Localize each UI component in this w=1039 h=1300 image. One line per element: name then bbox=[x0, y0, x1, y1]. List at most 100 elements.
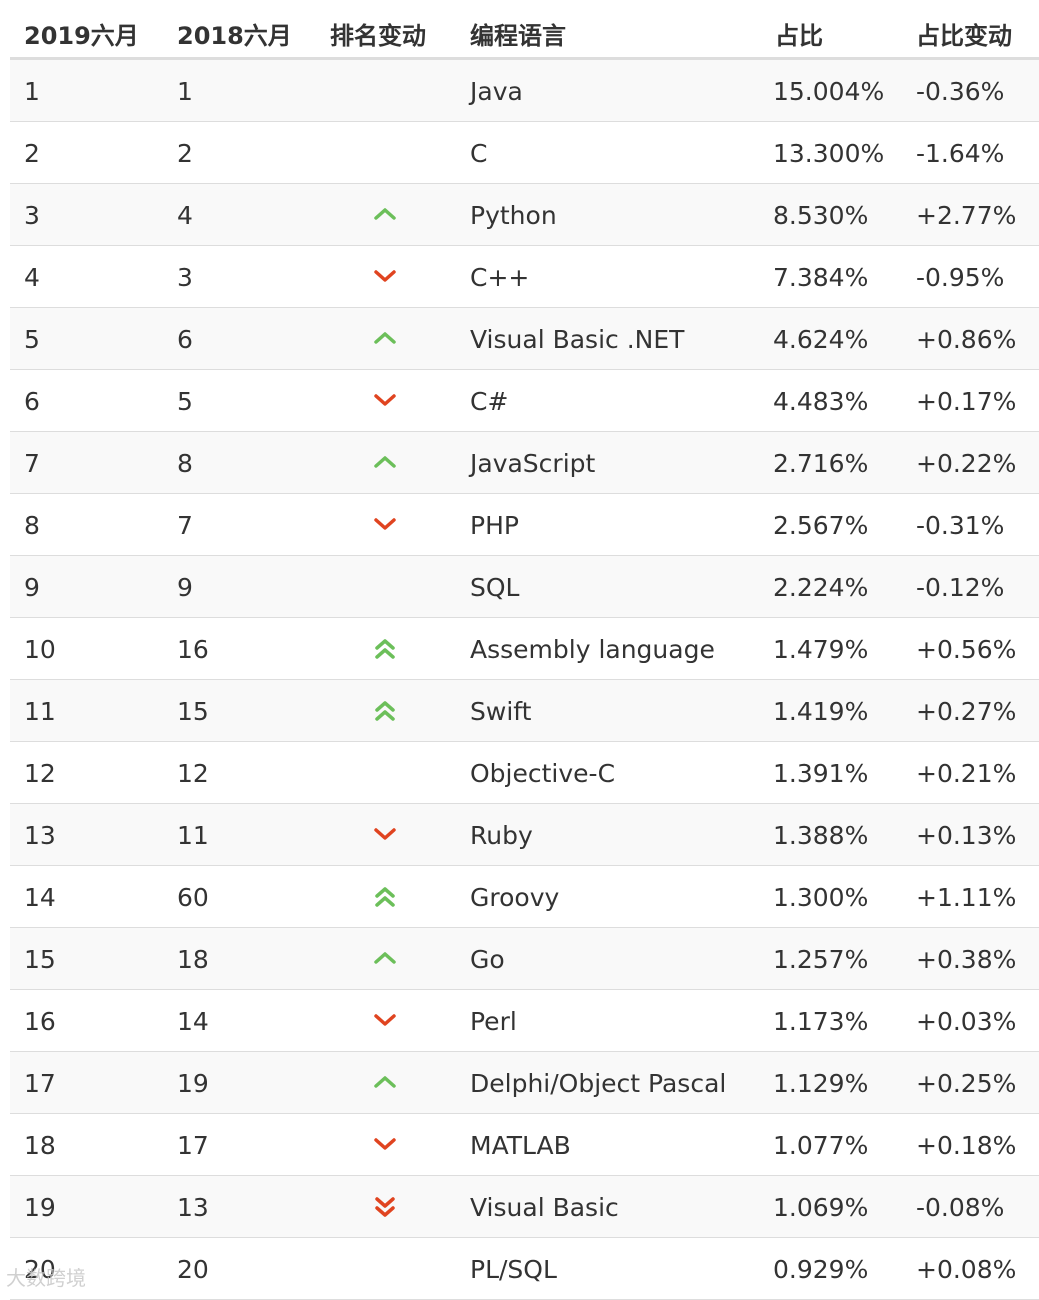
share-change-cell: +0.22% bbox=[916, 449, 1017, 478]
watermark-text: 大数跨境 bbox=[6, 1266, 86, 1290]
rank-2018-cell: 18 bbox=[177, 945, 209, 974]
rank-2018-cell: 4 bbox=[177, 201, 193, 230]
rank-2018-cell: 3 bbox=[177, 263, 193, 292]
table-body: 1 1 Java 15.004% -0.36% 2 2 C 13.300% -1.64% 3 4 Pyt… bbox=[10, 60, 1039, 1300]
chevron-down-icon bbox=[368, 824, 402, 848]
share-change-cell: +0.03% bbox=[916, 1007, 1017, 1036]
table-row: 5 6 Visual Basic .NET 4.624% +0.86% bbox=[10, 308, 1039, 370]
rank-2019-cell: 12 bbox=[24, 759, 56, 788]
double-chevron-up-icon bbox=[368, 700, 402, 724]
table-row: 13 11 Ruby 1.388% +0.13% bbox=[10, 804, 1039, 866]
double-chevron-down-icon bbox=[368, 1196, 402, 1220]
share-cell: 4.483% bbox=[773, 387, 869, 416]
chevron-up-icon bbox=[368, 452, 402, 476]
table-row: 4 3 C++ 7.384% -0.95% bbox=[10, 246, 1039, 308]
rank-2018-cell: 13 bbox=[177, 1193, 209, 1222]
chevron-down-icon bbox=[368, 266, 402, 290]
rank-2019-cell: 7 bbox=[24, 449, 40, 478]
share-change-cell: +0.17% bbox=[916, 387, 1017, 416]
share-cell: 1.069% bbox=[773, 1193, 869, 1222]
share-cell: 1.257% bbox=[773, 945, 869, 974]
language-cell: PHP bbox=[470, 511, 519, 540]
share-change-cell: -0.95% bbox=[916, 263, 1005, 292]
rank-2019-cell: 6 bbox=[24, 387, 40, 416]
rank-2019-cell: 1 bbox=[24, 77, 40, 106]
language-cell: Python bbox=[470, 201, 557, 230]
table-row: 16 14 Perl 1.173% +0.03% bbox=[10, 990, 1039, 1052]
table-row: 1 1 Java 15.004% -0.36% bbox=[10, 60, 1039, 122]
double-chevron-up-icon bbox=[368, 886, 402, 910]
rank-2019-cell: 17 bbox=[24, 1069, 56, 1098]
double-chevron-up-icon bbox=[368, 638, 402, 662]
share-change-cell: +0.21% bbox=[916, 759, 1017, 788]
header-language: 编程语言 bbox=[470, 22, 566, 50]
chevron-down-icon bbox=[368, 1134, 402, 1158]
language-cell: Delphi/Object Pascal bbox=[470, 1069, 727, 1098]
table-row: 17 19 Delphi/Object Pascal 1.129% +0.25% bbox=[10, 1052, 1039, 1114]
chevron-up-icon bbox=[368, 204, 402, 228]
rank-2018-cell: 5 bbox=[177, 387, 193, 416]
rank-2018-cell: 9 bbox=[177, 573, 193, 602]
rank-2019-cell: 19 bbox=[24, 1193, 56, 1222]
rank-change-none bbox=[368, 576, 402, 600]
rank-2019-cell: 5 bbox=[24, 325, 40, 354]
share-change-cell: +2.77% bbox=[916, 201, 1017, 230]
language-cell: C# bbox=[470, 387, 509, 416]
language-cell: Go bbox=[470, 945, 505, 974]
rank-2018-cell: 20 bbox=[177, 1255, 209, 1284]
table-row: 6 5 C# 4.483% +0.17% bbox=[10, 370, 1039, 432]
rank-2018-cell: 7 bbox=[177, 511, 193, 540]
language-cell: Java bbox=[470, 77, 523, 106]
language-cell: Visual Basic bbox=[470, 1193, 619, 1222]
share-change-cell: +0.27% bbox=[916, 697, 1017, 726]
rank-change-none bbox=[368, 142, 402, 166]
rank-2019-cell: 4 bbox=[24, 263, 40, 292]
rank-change-none bbox=[368, 80, 402, 104]
table-row: 10 16 Assembly language 1.479% +0.56% bbox=[10, 618, 1039, 680]
table-row: 7 8 JavaScript 2.716% +0.22% bbox=[10, 432, 1039, 494]
table-row: 15 18 Go 1.257% +0.38% bbox=[10, 928, 1039, 990]
language-cell: Swift bbox=[470, 697, 532, 726]
share-cell: 8.530% bbox=[773, 201, 869, 230]
rank-2019-cell: 15 bbox=[24, 945, 56, 974]
table-row: 3 4 Python 8.530% +2.77% bbox=[10, 184, 1039, 246]
table-row: 18 17 MATLAB 1.077% +0.18% bbox=[10, 1114, 1039, 1176]
table-row: 2 2 C 13.300% -1.64% bbox=[10, 122, 1039, 184]
rank-2019-cell: 2 bbox=[24, 139, 40, 168]
share-cell: 0.929% bbox=[773, 1255, 869, 1284]
chevron-down-icon bbox=[368, 1010, 402, 1034]
rank-change-none bbox=[368, 762, 402, 786]
language-cell: Groovy bbox=[470, 883, 560, 912]
share-cell: 2.716% bbox=[773, 449, 869, 478]
share-cell: 1.419% bbox=[773, 697, 869, 726]
rank-2018-cell: 17 bbox=[177, 1131, 209, 1160]
share-cell: 2.567% bbox=[773, 511, 869, 540]
language-cell: MATLAB bbox=[470, 1131, 571, 1160]
chevron-down-icon bbox=[368, 514, 402, 538]
ranking-table: 2019六月 2018六月 排名变动 编程语言 占比 占比变动 1 1 Java 15… bbox=[10, 0, 1039, 1300]
language-cell: Ruby bbox=[470, 821, 533, 850]
rank-2019-cell: 18 bbox=[24, 1131, 56, 1160]
rank-2018-cell: 16 bbox=[177, 635, 209, 664]
table-row: 19 13 Visual Basic 1.069% -0.08% bbox=[10, 1176, 1039, 1238]
share-cell: 4.624% bbox=[773, 325, 869, 354]
chevron-up-icon bbox=[368, 1072, 402, 1096]
share-change-cell: -0.08% bbox=[916, 1193, 1005, 1222]
table-header: 2019六月 2018六月 排名变动 编程语言 占比 占比变动 bbox=[10, 0, 1039, 60]
rank-2019-cell: 16 bbox=[24, 1007, 56, 1036]
rank-2018-cell: 12 bbox=[177, 759, 209, 788]
header-rank-2018: 2018六月 bbox=[177, 22, 292, 50]
language-cell: Objective-C bbox=[470, 759, 616, 788]
share-change-cell: +0.18% bbox=[916, 1131, 1017, 1160]
share-cell: 15.004% bbox=[773, 77, 885, 106]
language-cell: PL/SQL bbox=[470, 1255, 557, 1284]
rank-2018-cell: 15 bbox=[177, 697, 209, 726]
share-change-cell: +1.11% bbox=[916, 883, 1017, 912]
table-row: 12 12 Objective-C 1.391% +0.21% bbox=[10, 742, 1039, 804]
share-change-cell: -0.31% bbox=[916, 511, 1005, 540]
header-rank-2019: 2019六月 bbox=[24, 22, 139, 50]
rank-2018-cell: 60 bbox=[177, 883, 209, 912]
rank-2019-cell: 14 bbox=[24, 883, 56, 912]
rank-2018-cell: 19 bbox=[177, 1069, 209, 1098]
language-cell: Perl bbox=[470, 1007, 517, 1036]
